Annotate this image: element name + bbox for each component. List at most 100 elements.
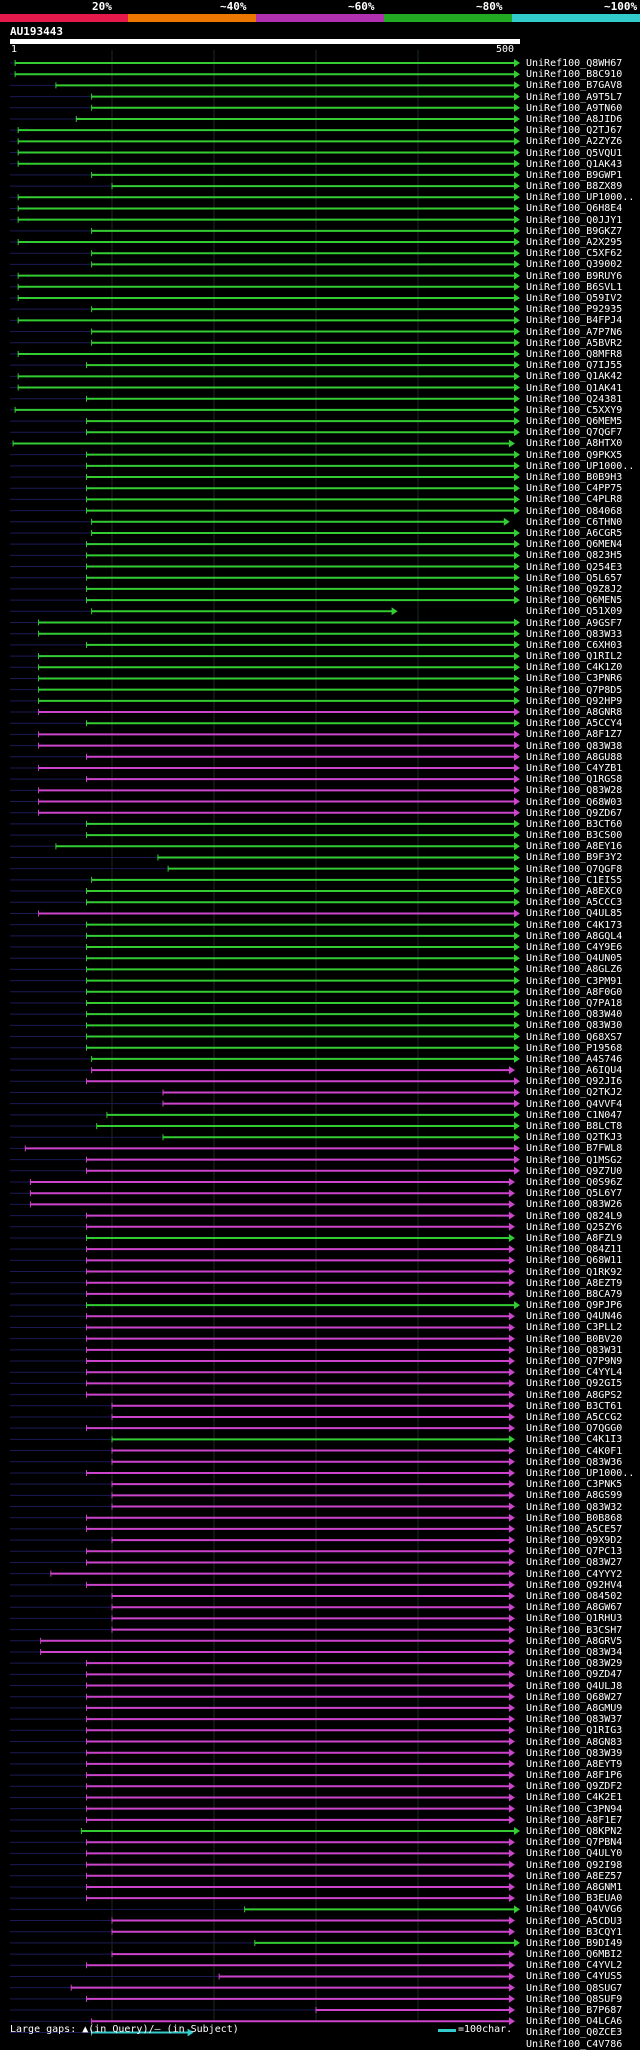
hit-label[interactable]: UniRef100_Q4ULY0 [526, 1848, 623, 1860]
hit-label[interactable]: UniRef100_O84502 [526, 1591, 623, 1603]
hit-label[interactable]: UniRef100_A5CCY4 [526, 718, 623, 730]
hit-label[interactable]: UniRef100_B0B868 [526, 1512, 623, 1524]
hit-label[interactable]: UniRef100_Q4UL85 [526, 908, 623, 920]
hit-label[interactable]: UniRef100_C3PNR6 [526, 673, 623, 685]
hit-label[interactable]: UniRef100_Q1AK43 [526, 158, 623, 170]
hit-label[interactable]: UniRef100_A8GPS2 [526, 1389, 623, 1401]
hit-label[interactable]: UniRef100_Q7PC13 [526, 1546, 623, 1558]
hit-label[interactable]: UniRef100_Q83W31 [526, 1344, 623, 1356]
hit-label[interactable]: UniRef100_Q24381 [526, 393, 623, 405]
hit-label[interactable]: UniRef100_Q1RIL2 [526, 651, 623, 663]
hit-label[interactable]: UniRef100_Q68W03 [526, 796, 623, 808]
hit-label[interactable]: UniRef100_B9RUY6 [526, 270, 623, 282]
hit-label[interactable]: UniRef100_B9GWP1 [526, 169, 623, 181]
hit-label[interactable]: UniRef100_B3CT60 [526, 818, 623, 830]
hit-label[interactable]: UniRef100_Q2TKJ2 [526, 1087, 623, 1099]
hit-label[interactable]: UniRef100_Q7P8D5 [526, 684, 623, 696]
hit-label[interactable]: UniRef100_A9TN60 [526, 102, 623, 114]
hit-label[interactable]: UniRef100_Q0S96Z [526, 1177, 623, 1188]
hit-label[interactable]: UniRef100_Q824L9 [526, 1210, 623, 1222]
hit-label[interactable]: UniRef100_Q5L6Y7 [526, 1188, 623, 1200]
hit-label[interactable]: UniRef100_Q68W11 [526, 1255, 623, 1267]
hit-label[interactable]: UniRef100_B3CQY1 [526, 1926, 623, 1938]
hit-label[interactable]: UniRef100_Q1AK42 [526, 371, 623, 383]
hit-label[interactable]: UniRef100_A2ZYZ6 [526, 136, 623, 148]
hit-label[interactable]: UniRef100_Q68XS7 [526, 1031, 623, 1043]
hit-label[interactable]: UniRef100_B9DI49 [526, 1937, 623, 1949]
hit-label[interactable]: UniRef100_A9T5L7 [526, 91, 623, 103]
hit-label[interactable]: UniRef100_Q9ZD67 [526, 807, 623, 819]
hit-label[interactable]: UniRef100_A7P7N6 [526, 326, 623, 338]
hit-label[interactable]: UniRef100_C3PNK5 [526, 1479, 623, 1491]
hit-label[interactable]: UniRef100_B3EUA0 [526, 1893, 623, 1905]
hit-label[interactable]: UniRef100_B9GKZ7 [526, 225, 623, 237]
hit-label[interactable]: UniRef100_Q6H8E4 [526, 203, 623, 215]
hit-label[interactable]: UniRef100_A8EXC0 [526, 886, 623, 898]
hit-label[interactable]: UniRef100_Q7PBN4 [526, 1837, 623, 1849]
hit-label[interactable]: UniRef100_Q92JI6 [526, 1076, 623, 1088]
hit-label[interactable]: UniRef100_O4LCA6 [526, 2016, 623, 2028]
hit-label[interactable]: UniRef100_Q6MEN4 [526, 539, 623, 551]
hit-label[interactable]: UniRef100_Q8SUF9 [526, 1993, 623, 2005]
hit-label[interactable]: UniRef100_A4S746 [526, 1053, 623, 1065]
hit-label[interactable]: UniRef100_A8EZ57 [526, 1870, 623, 1882]
hit-label[interactable]: UniRef100_B8ZX89 [526, 181, 623, 193]
hit-label[interactable]: UniRef100_Q4ULJ8 [526, 1680, 623, 1692]
hit-label[interactable]: UniRef100_Q1MSG2 [526, 1154, 623, 1166]
hit-label[interactable]: UniRef100_A5CCC3 [526, 897, 623, 909]
hit-label[interactable]: UniRef100_Q83W34 [526, 1646, 623, 1658]
hit-label[interactable]: UniRef100_B3CSH7 [526, 1624, 623, 1636]
hit-label[interactable]: UniRef100_UP1000.. [526, 460, 635, 472]
hit-label[interactable]: UniRef100_Q6MEN5 [526, 595, 623, 607]
hit-label[interactable]: UniRef100_Q83W29 [526, 1658, 623, 1670]
hit-label[interactable]: UniRef100_A8EY16 [526, 841, 623, 853]
hit-label[interactable]: UniRef100_C4K0F1 [526, 1445, 623, 1457]
hit-label[interactable]: UniRef100_A8JID6 [526, 113, 623, 125]
hit-label[interactable]: UniRef100_Q254E3 [526, 561, 623, 573]
hit-label[interactable]: UniRef100_A5CCG2 [526, 1411, 623, 1423]
hit-label[interactable]: UniRef100_C3PN94 [526, 1803, 623, 1815]
hit-label[interactable]: UniRef100_B8C910 [526, 69, 623, 81]
hit-label[interactable]: UniRef100_Q83W30 [526, 1020, 623, 1032]
hit-label[interactable]: UniRef100_Q8MFR8 [526, 348, 623, 360]
hit-label[interactable]: UniRef100_A8GN83 [526, 1736, 623, 1748]
hit-label[interactable]: UniRef100_C1N047 [526, 1109, 623, 1121]
hit-label[interactable]: UniRef100_B8LCT8 [526, 1121, 623, 1133]
hit-label[interactable]: UniRef100_Q7IJ55 [526, 360, 623, 372]
hit-label[interactable]: UniRef100_Q8SUG7 [526, 1982, 623, 1994]
hit-label[interactable]: UniRef100_C4YYY2 [526, 1568, 623, 1580]
hit-label[interactable]: UniRef100_C1EIS5 [526, 874, 623, 886]
hit-label[interactable]: UniRef100_C4PLR8 [526, 494, 623, 506]
hit-label[interactable]: UniRef100_C4Y9E6 [526, 942, 623, 953]
hit-label[interactable]: UniRef100_Q7QGF8 [526, 863, 623, 875]
hit-label[interactable]: UniRef100_C4PP75 [526, 483, 623, 495]
hit-label[interactable]: UniRef100_C4YZB1 [526, 762, 623, 774]
hit-label[interactable]: UniRef100_A8GW67 [526, 1602, 623, 1614]
hit-label[interactable]: UniRef100_A6CGR5 [526, 527, 623, 539]
hit-label[interactable]: UniRef100_Q84Z11 [526, 1244, 623, 1256]
hit-label[interactable]: UniRef100_C5XXY9 [526, 404, 623, 416]
hit-label[interactable]: UniRef100_Q4VVG6 [526, 1904, 623, 1916]
hit-label[interactable]: UniRef100_Q83W40 [526, 1009, 623, 1021]
hit-label[interactable]: UniRef100_P92935 [526, 304, 623, 316]
hit-label[interactable]: UniRef100_Q6MBI2 [526, 1949, 623, 1961]
hit-label[interactable]: UniRef100_A8EZT9 [526, 1277, 623, 1289]
hit-label[interactable]: UniRef100_A8F1E7 [526, 1814, 623, 1826]
hit-label[interactable]: UniRef100_A5BVR2 [526, 337, 623, 349]
hit-label[interactable]: UniRef100_B3CS00 [526, 830, 623, 842]
hit-label[interactable]: UniRef100_Q25ZY6 [526, 1221, 623, 1233]
hit-label[interactable]: UniRef100_Q92HP9 [526, 695, 623, 707]
hit-label[interactable]: UniRef100_Q9ZD47 [526, 1669, 623, 1681]
hit-label[interactable]: UniRef100_A8GU88 [526, 751, 623, 763]
hit-label[interactable]: UniRef100_Q7QGG0 [526, 1423, 623, 1435]
hit-label[interactable]: UniRef100_Q83W33 [526, 628, 623, 640]
hit-label[interactable]: UniRef100_C3PLL2 [526, 1322, 623, 1334]
hit-label[interactable]: UniRef100_Q83W28 [526, 785, 623, 797]
hit-label[interactable]: UniRef100_Q1AK41 [526, 382, 623, 394]
hit-label[interactable]: UniRef100_C4YVL2 [526, 1960, 623, 1972]
hit-label[interactable]: UniRef100_C4V786 [526, 2038, 623, 2050]
hit-label[interactable]: UniRef100_Q2TKJ3 [526, 1132, 623, 1144]
hit-label[interactable]: UniRef100_Q83W39 [526, 1747, 623, 1759]
hit-label[interactable]: UniRef100_B3CT61 [526, 1400, 623, 1412]
hit-label[interactable]: UniRef100_O84068 [526, 505, 623, 517]
